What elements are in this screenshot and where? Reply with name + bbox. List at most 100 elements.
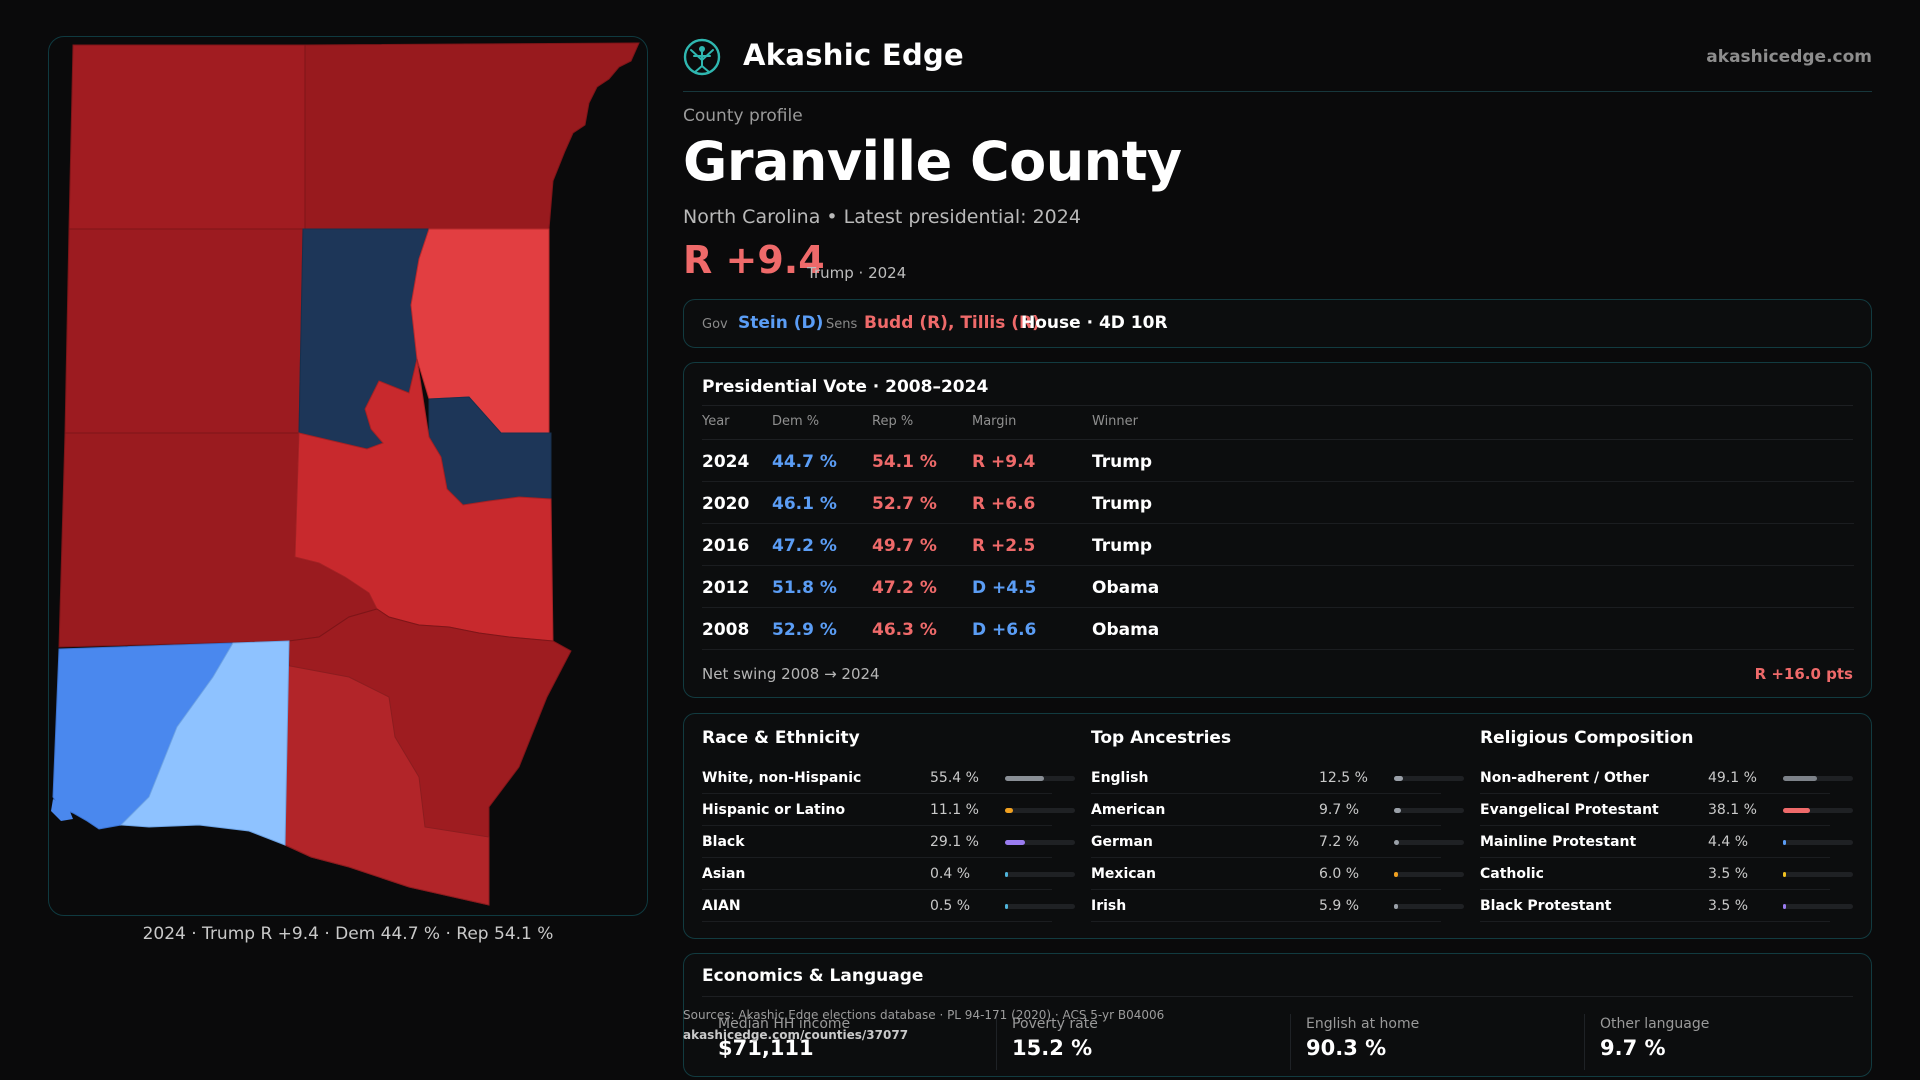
brand-header: Akashic Edge akashicedge.com: [683, 34, 1872, 92]
bar-track: [1394, 840, 1464, 845]
cell-margin: D +4.5: [972, 578, 1037, 598]
stat-label: Other language: [1600, 1016, 1710, 1032]
item-label: Hispanic or Latino: [702, 802, 846, 818]
divider: [702, 996, 1853, 997]
precinct-shape[interactable]: [304, 42, 640, 230]
bar-fill: [1783, 840, 1786, 845]
econ-stat: Median HH income $71,111: [718, 1016, 850, 1060]
precinct-shape[interactable]: [51, 799, 73, 821]
precinct-shape[interactable]: [294, 358, 554, 642]
item-label: AIAN: [702, 898, 741, 914]
econ-stat: English at home 90.3 %: [1306, 1016, 1419, 1060]
bar-track: [1005, 808, 1075, 813]
item-value: 55.4 %: [930, 770, 979, 786]
presidential-title: Presidential Vote · 2008–2024: [702, 377, 989, 397]
bar-track: [1394, 904, 1464, 909]
house-delegation: House · 4D 10R: [1021, 313, 1168, 333]
cell-dem: 52.9 %: [772, 620, 837, 640]
bar-track: [1394, 808, 1464, 813]
precinct-map[interactable]: [48, 36, 648, 916]
precinct-map-svg[interactable]: [49, 37, 648, 916]
sources-url-link[interactable]: akashicedge.com/counties/37077: [683, 1028, 909, 1042]
item-value: 3.5 %: [1708, 866, 1749, 882]
stat-label: English at home: [1306, 1016, 1420, 1032]
bar-track: [1005, 904, 1075, 909]
page-kicker: County profile: [683, 106, 803, 126]
divider: [1584, 1014, 1585, 1070]
map-caption: 2024 · Trump R +9.4 · Dem 44.7 % · Rep 5…: [142, 924, 554, 944]
ancestry-title: Top Ancestries: [1091, 728, 1232, 748]
ancestry-section: Top Ancestries English 12.5 % American 9…: [1091, 714, 1464, 940]
gov-value: Stein (D): [738, 313, 824, 333]
cell-rep: 52.7 %: [872, 494, 937, 514]
list-item: Irish 5.9 %: [1091, 890, 1464, 922]
col-header-dem: Dem %: [772, 414, 820, 429]
item-value: 7.2 %: [1319, 834, 1360, 850]
cell-year: 2012: [702, 578, 750, 598]
sources-footer: Sources: Akashic Edge elections database…: [683, 1005, 1164, 1045]
item-label: Catholic: [1480, 866, 1544, 882]
bar-fill: [1394, 872, 1398, 877]
bar-track: [1005, 776, 1075, 781]
bar-track: [1783, 808, 1853, 813]
brand-url-link[interactable]: akashicedge.com: [1706, 47, 1872, 67]
col-header-rep: Rep %: [872, 414, 914, 429]
net-swing-label: Net swing 2008 → 2024: [702, 665, 880, 683]
cell-margin: R +6.6: [972, 494, 1036, 514]
cell-winner: Trump: [1092, 452, 1153, 472]
cell-year: 2024: [702, 452, 750, 472]
bar-fill: [1005, 840, 1025, 845]
cell-dem: 51.8 %: [772, 578, 837, 598]
item-value: 3.5 %: [1708, 898, 1749, 914]
stat-label: Median HH income: [718, 1016, 851, 1032]
item-label: Asian: [702, 866, 746, 882]
table-row[interactable]: 2012 51.8 % 47.2 % D +4.5 Obama: [702, 566, 1854, 608]
item-label: Mainline Protestant: [1480, 834, 1637, 850]
page-subtitle: North Carolina • Latest presidential: 20…: [683, 206, 1081, 228]
bar-fill: [1394, 904, 1398, 909]
bar-fill: [1783, 776, 1817, 781]
econ-stat: Other language 9.7 %: [1600, 1016, 1709, 1060]
bar-fill: [1394, 808, 1401, 813]
table-row[interactable]: 2008 52.9 % 46.3 % D +6.6 Obama: [702, 608, 1854, 650]
item-label: American: [1091, 802, 1166, 818]
item-label: Black: [702, 834, 745, 850]
cell-winner: Obama: [1092, 620, 1160, 640]
headline-margin-note: Trump · 2024: [807, 264, 907, 282]
county-profile: Akashic Edge akashicedge.com County prof…: [683, 0, 1872, 1080]
item-label: White, non-Hispanic: [702, 770, 862, 786]
precinct-shape[interactable]: [68, 44, 306, 230]
bar-track: [1005, 840, 1075, 845]
bar-track: [1783, 904, 1853, 909]
table-row[interactable]: 2024 44.7 % 54.1 % R +9.4 Trump: [702, 440, 1854, 482]
item-value: 5.9 %: [1319, 898, 1360, 914]
bar-fill: [1005, 904, 1008, 909]
cell-rep: 49.7 %: [872, 536, 937, 556]
table-row[interactable]: 2016 47.2 % 49.7 % R +2.5 Trump: [702, 524, 1854, 566]
akashic-logo-icon: [683, 38, 721, 76]
race-title: Race & Ethnicity: [702, 728, 860, 748]
table-row[interactable]: 2020 46.1 % 52.7 % R +6.6 Trump: [702, 482, 1854, 524]
cell-year: 2008: [702, 620, 750, 640]
list-item: Hispanic or Latino 11.1 %: [702, 794, 1075, 826]
precinct-shape[interactable]: [284, 664, 490, 906]
cell-winner: Trump: [1092, 494, 1153, 514]
list-item: Evangelical Protestant 38.1 %: [1480, 794, 1853, 826]
bar-fill: [1783, 808, 1810, 813]
list-item: Black Protestant 3.5 %: [1480, 890, 1853, 922]
bar-track: [1394, 776, 1464, 781]
item-value: 38.1 %: [1708, 802, 1757, 818]
race-ethnicity-section: Race & Ethnicity White, non-Hispanic 55.…: [702, 714, 1075, 940]
precinct-shape[interactable]: [119, 640, 290, 846]
item-value: 0.5 %: [930, 898, 971, 914]
cell-dem: 47.2 %: [772, 536, 837, 556]
precinct-shape[interactable]: [64, 228, 304, 434]
col-header-winner: Winner: [1092, 414, 1139, 429]
cell-year: 2020: [702, 494, 750, 514]
cell-margin: D +6.6: [972, 620, 1037, 640]
economics-panel: Economics & Language Median HH income $7…: [683, 953, 1872, 1077]
list-item: Asian 0.4 %: [702, 858, 1075, 890]
bar-track: [1394, 872, 1464, 877]
cell-rep: 47.2 %: [872, 578, 937, 598]
sens-value: Budd (R), Tillis (R): [864, 313, 1040, 333]
